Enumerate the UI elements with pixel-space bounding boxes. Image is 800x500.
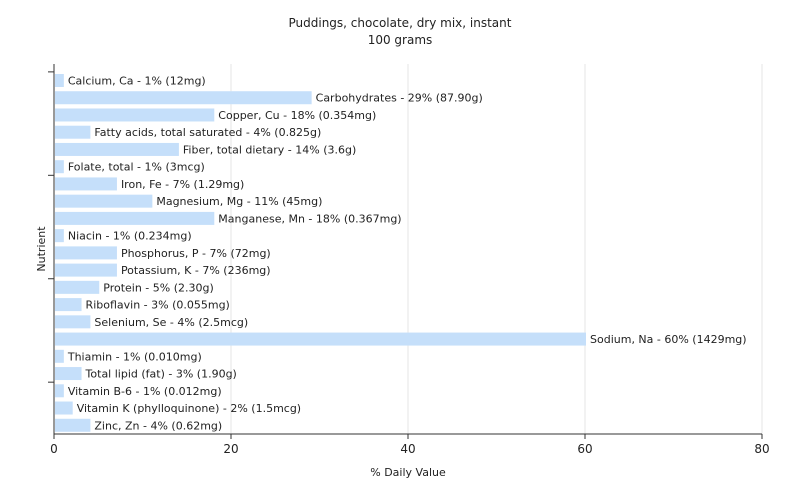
axes	[48, 64, 763, 439]
x-tick-label: 20	[223, 442, 238, 456]
bar	[55, 280, 100, 294]
bar	[55, 74, 64, 87]
bar	[55, 384, 64, 398]
gridlines	[230, 64, 763, 434]
x-tick-label: 80	[754, 442, 769, 456]
chart-title: Puddings, chocolate, dry mix, instant	[288, 16, 512, 30]
x-tick-label: 60	[577, 442, 592, 456]
bar-label: Fatty acids, total saturated - 4% (0.825…	[94, 126, 321, 139]
bar	[55, 418, 91, 432]
bar-label: Sodium, Na - 60% (1429mg)	[590, 333, 747, 346]
bar-label: Calcium, Ca - 1% (12mg)	[68, 75, 206, 88]
bar	[55, 108, 215, 122]
bar-label: Fiber, total dietary - 14% (3.6g)	[183, 143, 356, 156]
bar	[55, 263, 117, 277]
bar	[55, 332, 586, 346]
bar-label: Zinc, Zn - 4% (0.62mg)	[94, 419, 222, 432]
bar-label: Iron, Fe - 7% (1.29mg)	[121, 178, 244, 191]
bar	[55, 194, 153, 208]
bar-label: Vitamin K (phylloquinone) - 2% (1.5mcg)	[77, 402, 301, 415]
bar-label: Vitamin B-6 - 1% (0.012mg)	[68, 385, 222, 398]
bar	[55, 177, 117, 191]
bars	[55, 74, 586, 432]
bar	[55, 229, 64, 243]
bar-label: Selenium, Se - 4% (2.5mcg)	[94, 316, 248, 329]
bar-label: Potassium, K - 7% (236mg)	[121, 264, 271, 277]
bar-label: Folate, total - 1% (3mcg)	[68, 161, 205, 174]
bar	[55, 246, 117, 260]
bar-label: Niacin - 1% (0.234mg)	[68, 230, 192, 243]
bar	[55, 401, 73, 415]
bar-label: Thiamin - 1% (0.010mg)	[67, 350, 202, 363]
bar	[55, 160, 64, 174]
bar-label: Protein - 5% (2.30g)	[103, 281, 214, 294]
bar	[55, 367, 82, 381]
bar-label: Total lipid (fat) - 3% (1.90g)	[85, 368, 237, 381]
y-axis-title: Nutrient	[35, 226, 48, 272]
bar	[55, 298, 82, 312]
tick-labels: 0 20 40 60 80	[50, 442, 769, 456]
bar-label: Magnesium, Mg - 11% (45mg)	[156, 195, 322, 208]
bar-label: Carbohydrates - 29% (87.90g)	[316, 92, 483, 105]
bar-label: Manganese, Mn - 18% (0.367mg)	[218, 212, 401, 225]
bar-label: Riboflavin - 3% (0.055mg)	[86, 299, 230, 312]
bar	[55, 315, 91, 329]
bar	[55, 125, 91, 139]
bar	[55, 211, 215, 225]
x-tick-label: 0	[50, 442, 58, 456]
bar	[55, 349, 64, 363]
x-tick-label: 40	[400, 442, 415, 456]
bar-label: Copper, Cu - 18% (0.354mg)	[218, 109, 376, 122]
bar	[55, 91, 312, 105]
bar-label: Phosphorus, P - 7% (72mg)	[121, 247, 271, 260]
chart-subtitle: 100 grams	[367, 33, 433, 47]
bar-labels: Calcium, Ca - 1% (12mg) Carbohydrates - 2…	[67, 75, 747, 433]
bar	[55, 142, 179, 156]
x-axis-title: % Daily Value	[370, 466, 446, 479]
